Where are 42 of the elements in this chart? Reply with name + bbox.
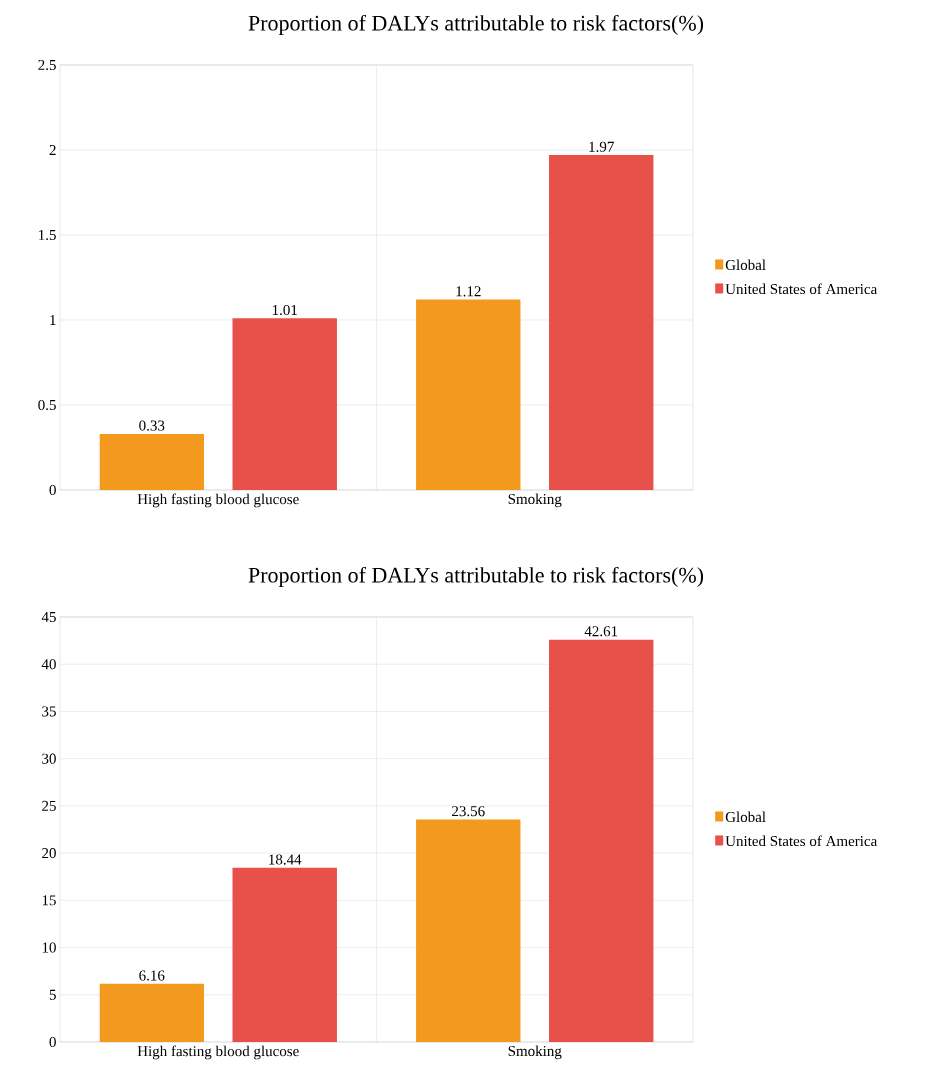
data-label: 6.16 <box>139 970 165 981</box>
data-label: 42.61 <box>584 626 618 637</box>
data-label: 0.33 <box>139 420 165 431</box>
bar <box>548 639 654 1042</box>
y-tick-label: 2 <box>49 145 56 155</box>
x-tick-label: High fasting blood glucose <box>137 493 299 508</box>
y-tick-label: 1.5 <box>39 229 56 241</box>
x-tick-label: High fasting blood glucose <box>137 1045 299 1060</box>
y-tick-label: 25 <box>42 800 56 811</box>
y-tick-label: 20 <box>42 848 56 859</box>
data-label: 1.01 <box>272 304 297 316</box>
y-tick-label: 15 <box>42 895 56 906</box>
y-tick-label: 0 <box>49 484 56 496</box>
y-tick-label: 45 <box>41 611 56 622</box>
legend-label: United States of America <box>725 283 878 295</box>
y-tick-label: 0.5 <box>38 399 56 411</box>
legend-label: United States of America <box>725 835 878 847</box>
y-tick-label: 1 <box>50 315 56 325</box>
chart-title: Proportion of DALYs attributable to risk factors(%) <box>248 14 704 36</box>
data-label: 1.97 <box>589 141 614 152</box>
data-label: 1.12 <box>456 286 481 297</box>
chart-title: Proportion of DALYs attributable to risk factors(%) <box>248 566 704 588</box>
y-tick-label: 30 <box>42 753 56 764</box>
y-tick-label: 0 <box>49 1036 56 1048</box>
bar <box>99 433 205 490</box>
bar <box>548 155 654 490</box>
y-tick-label: 40 <box>41 659 56 670</box>
bar <box>232 867 337 1042</box>
legend-label: Global <box>725 811 766 823</box>
y-tick-label: 10 <box>42 942 56 953</box>
bar <box>416 299 521 490</box>
legend-label: Global <box>725 259 766 271</box>
x-tick-label: Smoking <box>508 1045 562 1060</box>
bar <box>416 819 521 1042</box>
bar <box>99 983 205 1042</box>
data-label: 23.56 <box>452 806 485 817</box>
y-tick-label: 35 <box>42 706 56 717</box>
y-tick-label: 2.5 <box>38 59 56 71</box>
x-tick-label: Smoking <box>508 493 562 508</box>
bar <box>232 318 337 490</box>
y-tick-label: 5 <box>49 989 56 1000</box>
data-label: 18.44 <box>269 854 302 865</box>
